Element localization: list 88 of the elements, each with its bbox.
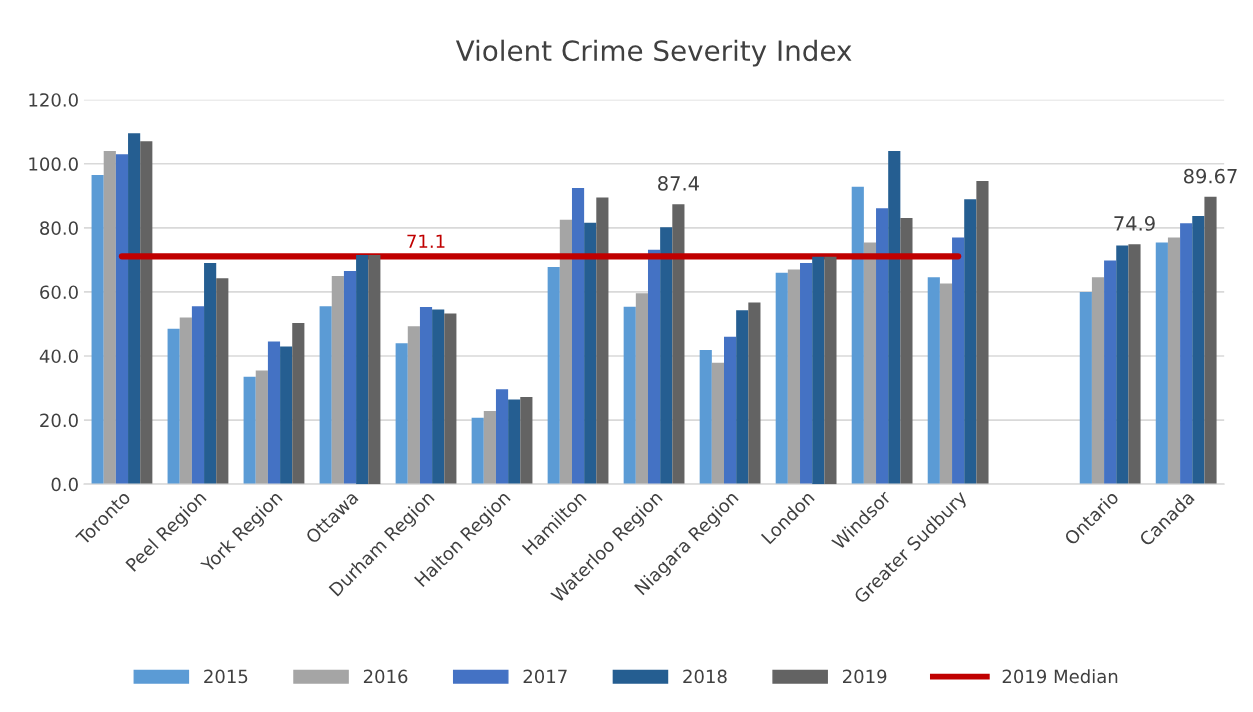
bar: [103, 150, 116, 485]
bar: [660, 227, 673, 485]
bar: [520, 397, 533, 485]
bar: [939, 283, 953, 485]
bar: [787, 269, 801, 485]
bar: [888, 150, 901, 485]
bar: [736, 310, 749, 485]
data-label: 71.1: [407, 234, 445, 248]
bar: [167, 328, 180, 485]
bar: [559, 219, 572, 485]
bar: [571, 188, 585, 485]
y-tick-label: 80.0: [40, 221, 78, 235]
bar: [1128, 244, 1141, 485]
bar: [800, 263, 813, 485]
bar: [91, 174, 104, 485]
bar: [508, 399, 521, 485]
legend-label: 2016: [363, 669, 408, 684]
y-tick-label: 20.0: [40, 413, 78, 428]
data-label: 89.67: [1183, 168, 1237, 184]
bar: [191, 306, 205, 485]
bar: [748, 302, 761, 485]
bar: [1116, 245, 1129, 485]
bar: [952, 237, 965, 485]
bar: [1104, 260, 1117, 485]
bar: [647, 249, 661, 485]
bar: [128, 133, 141, 485]
bar: [596, 197, 609, 485]
bar: [623, 306, 636, 485]
bar: [824, 256, 837, 485]
chart-title: Violent Crime Severity Index: [455, 39, 852, 67]
bar: [1167, 237, 1181, 485]
bar: [140, 141, 153, 485]
bar: [267, 341, 281, 485]
legend-label: 2019 Median: [1002, 669, 1118, 684]
bar: [368, 255, 381, 485]
bar: [216, 278, 229, 485]
bar: [812, 256, 825, 485]
bar: [483, 411, 496, 485]
bar: [395, 343, 408, 485]
y-tick-label: 0.0: [51, 477, 78, 492]
bar: [927, 277, 940, 485]
bar: [115, 154, 129, 485]
bar: [292, 323, 305, 485]
y-tick-label: 100.0: [29, 157, 78, 171]
bar: [851, 186, 864, 485]
y-tick-label: 40.0: [39, 349, 78, 364]
bar: [319, 306, 332, 485]
bar: [495, 389, 509, 485]
bar: [1091, 277, 1105, 485]
bar: [1155, 242, 1168, 485]
bar: [356, 255, 369, 485]
bar: [280, 346, 293, 485]
legend-label: 2017: [523, 669, 567, 684]
bar: [711, 362, 724, 485]
bar: [1204, 196, 1217, 485]
bar: [1079, 291, 1092, 485]
data-label: 74.9: [1114, 216, 1155, 231]
bar: [900, 217, 913, 485]
bar: [1180, 223, 1193, 485]
bar: [419, 306, 433, 485]
bar: [243, 376, 256, 485]
bar: [407, 326, 420, 485]
legend-label: 2019: [843, 669, 887, 684]
bar: [204, 263, 217, 485]
bar: [724, 336, 737, 485]
bar: [471, 417, 484, 485]
y-tick-label: 60.0: [40, 285, 78, 300]
bar: [179, 317, 192, 485]
legend-label: 2015: [204, 669, 248, 684]
bar: [863, 242, 877, 485]
bar: [876, 208, 889, 485]
bar: [584, 222, 597, 485]
bar: [432, 309, 445, 485]
bar: [1192, 215, 1205, 485]
bar: [672, 204, 685, 485]
bar: [444, 313, 457, 485]
bar: [331, 275, 344, 485]
bar: [775, 272, 788, 485]
data-label: 87.4: [658, 176, 699, 191]
bar: [343, 271, 357, 485]
bar: [547, 266, 560, 485]
bar: [699, 349, 712, 485]
legend-label: 2018: [683, 669, 727, 684]
y-tick-label: 120.0: [29, 93, 78, 107]
bar: [635, 293, 648, 485]
bar: [976, 181, 989, 485]
bar: [255, 370, 268, 485]
bar: [964, 199, 977, 485]
